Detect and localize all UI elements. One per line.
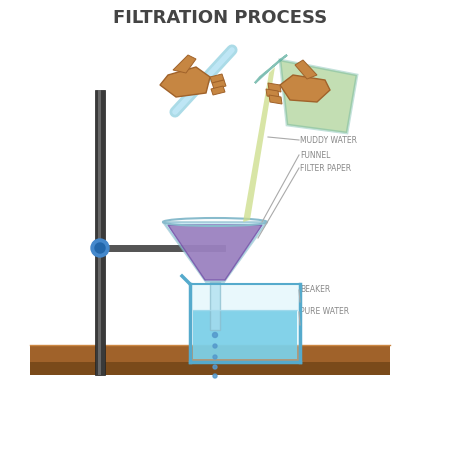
Polygon shape [30,362,390,375]
Polygon shape [212,80,226,89]
Circle shape [212,332,217,337]
Circle shape [213,365,217,369]
Circle shape [213,355,217,359]
Circle shape [95,243,105,253]
Polygon shape [269,95,282,104]
Text: MUDDY WATER: MUDDY WATER [300,135,357,144]
Bar [98,90,101,375]
Text: FILTRATION PROCESS: FILTRATION PROCESS [113,9,327,27]
Polygon shape [211,86,225,95]
Polygon shape [160,67,210,97]
Bar [95,90,105,375]
Circle shape [213,344,217,348]
Text: PURE WATER: PURE WATER [300,307,349,316]
Polygon shape [190,284,300,362]
Polygon shape [295,60,317,79]
Polygon shape [30,345,390,362]
Text: FILTER PAPER: FILTER PAPER [300,164,351,172]
Polygon shape [280,75,330,102]
Polygon shape [193,310,297,359]
Polygon shape [280,60,357,133]
Polygon shape [163,222,267,282]
Polygon shape [168,225,262,280]
Text: FUNNEL: FUNNEL [300,150,330,159]
Polygon shape [255,55,287,83]
Polygon shape [266,89,279,98]
Polygon shape [173,55,196,73]
Polygon shape [210,74,224,83]
Bar [210,282,220,330]
Bar [100,245,225,251]
Circle shape [91,239,109,257]
Text: BEAKER: BEAKER [300,285,330,295]
Polygon shape [268,83,281,92]
Polygon shape [243,67,275,222]
Circle shape [213,374,217,378]
Polygon shape [280,60,357,133]
